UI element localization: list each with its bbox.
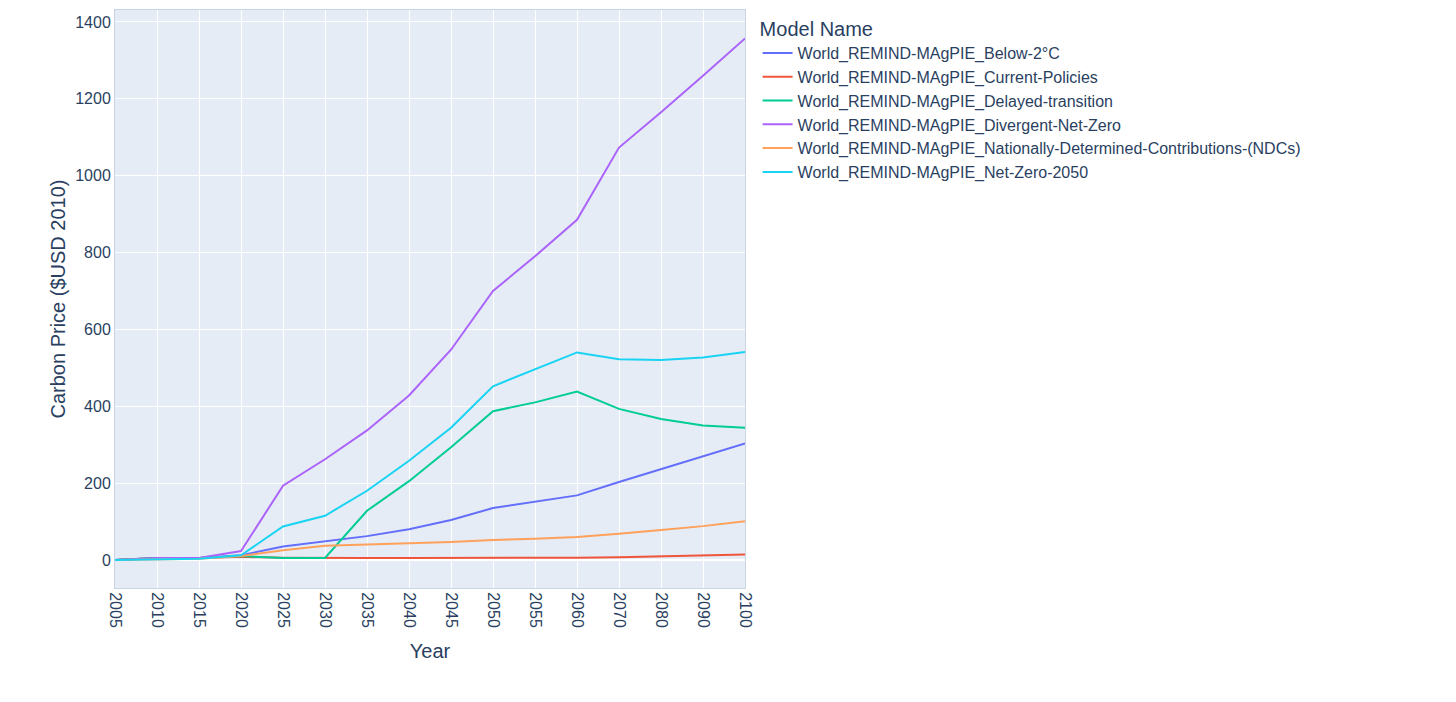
svg-text:2025: 2025 bbox=[275, 592, 292, 628]
svg-text:World_REMIND-MAgPIE_Nationally: World_REMIND-MAgPIE_Nationally-Determine… bbox=[798, 140, 1301, 158]
svg-text:2100: 2100 bbox=[737, 592, 754, 628]
svg-text:Model Name: Model Name bbox=[760, 18, 873, 40]
svg-text:Carbon Price ($USD 2010): Carbon Price ($USD 2010) bbox=[47, 180, 69, 419]
svg-text:2060: 2060 bbox=[569, 592, 586, 628]
svg-text:World_REMIND-MAgPIE_Current-Po: World_REMIND-MAgPIE_Current-Policies bbox=[798, 69, 1098, 87]
svg-text:2090: 2090 bbox=[695, 592, 712, 628]
svg-text:1400: 1400 bbox=[75, 14, 111, 31]
svg-text:2050: 2050 bbox=[485, 592, 502, 628]
svg-text:2070: 2070 bbox=[611, 592, 628, 628]
svg-text:0: 0 bbox=[102, 552, 111, 569]
svg-text:2010: 2010 bbox=[149, 592, 166, 628]
svg-text:2045: 2045 bbox=[443, 592, 460, 628]
svg-text:600: 600 bbox=[84, 321, 111, 338]
svg-text:1200: 1200 bbox=[75, 90, 111, 107]
svg-text:World_REMIND-MAgPIE_Divergent-: World_REMIND-MAgPIE_Divergent-Net-Zero bbox=[798, 117, 1121, 135]
svg-text:1000: 1000 bbox=[75, 167, 111, 184]
svg-text:2040: 2040 bbox=[401, 592, 418, 628]
svg-text:2005: 2005 bbox=[107, 592, 124, 628]
svg-text:World_REMIND-MAgPIE_Below-2°C: World_REMIND-MAgPIE_Below-2°C bbox=[798, 45, 1060, 63]
svg-text:2030: 2030 bbox=[317, 592, 334, 628]
svg-text:400: 400 bbox=[84, 398, 111, 415]
svg-text:2035: 2035 bbox=[359, 592, 376, 628]
svg-text:World_REMIND-MAgPIE_Net-Zero-2: World_REMIND-MAgPIE_Net-Zero-2050 bbox=[798, 164, 1089, 182]
svg-text:2055: 2055 bbox=[527, 592, 544, 628]
svg-text:World_REMIND-MAgPIE_Delayed-tr: World_REMIND-MAgPIE_Delayed-transition bbox=[798, 93, 1113, 111]
svg-text:200: 200 bbox=[84, 475, 111, 492]
svg-text:2080: 2080 bbox=[653, 592, 670, 628]
svg-text:800: 800 bbox=[84, 244, 111, 261]
svg-text:2020: 2020 bbox=[233, 592, 250, 628]
svg-text:Year: Year bbox=[410, 640, 451, 662]
svg-text:2015: 2015 bbox=[191, 592, 208, 628]
